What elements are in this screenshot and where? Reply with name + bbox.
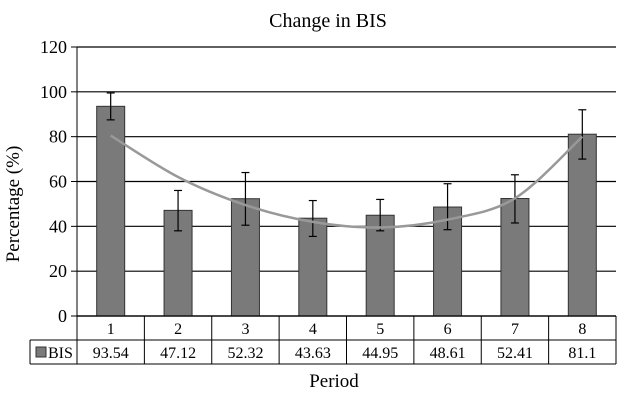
y-tick-labels: 0 20 40 60 80 100 120 <box>40 37 67 326</box>
legend-swatch <box>35 346 47 358</box>
x-tick-label: 5 <box>376 321 384 338</box>
x-axis-label: Period <box>309 371 359 392</box>
data-table: 1 93.54 2 47.12 3 52.32 4 43.63 5 44.95 6 48.61 7 52.… <box>29 315 617 365</box>
chart-title: Change in BIS <box>269 10 387 32</box>
x-tick-label: 6 <box>444 321 452 338</box>
data-label: 48.61 <box>430 345 466 362</box>
x-tick-label: 8 <box>578 321 586 338</box>
y-tick-label: 20 <box>49 261 67 281</box>
data-label: 43.63 <box>295 345 331 362</box>
error-bars <box>106 92 587 238</box>
x-tick-label: 7 <box>511 321 519 338</box>
bar-8 <box>567 133 597 317</box>
y-tick-label: 100 <box>40 82 67 102</box>
data-label: 52.41 <box>497 345 533 362</box>
y-tick-label: 60 <box>49 172 67 192</box>
data-label: 93.54 <box>93 345 129 362</box>
y-tick-label: 80 <box>49 127 67 147</box>
y-axis-label: Percentage (%) <box>3 146 24 263</box>
y-tick-label: 40 <box>49 216 67 236</box>
data-label: 52.32 <box>227 345 263 362</box>
legend-label: BIS <box>48 345 73 362</box>
bar-1 <box>96 105 126 317</box>
x-tick-label: 3 <box>241 321 249 338</box>
trendline <box>110 134 584 229</box>
x-tick-label: 2 <box>174 321 182 338</box>
bar-5 <box>365 214 395 317</box>
x-tick-label: 1 <box>107 321 115 338</box>
gridlines <box>71 46 616 317</box>
data-label: 81.1 <box>568 345 596 362</box>
x-tick-label: 4 <box>309 321 317 338</box>
y-tick-label: 120 <box>40 37 67 57</box>
y-tick-label: 0 <box>58 306 67 326</box>
data-label: 47.12 <box>160 345 196 362</box>
data-label: 44.95 <box>362 345 398 362</box>
bars <box>96 105 597 317</box>
